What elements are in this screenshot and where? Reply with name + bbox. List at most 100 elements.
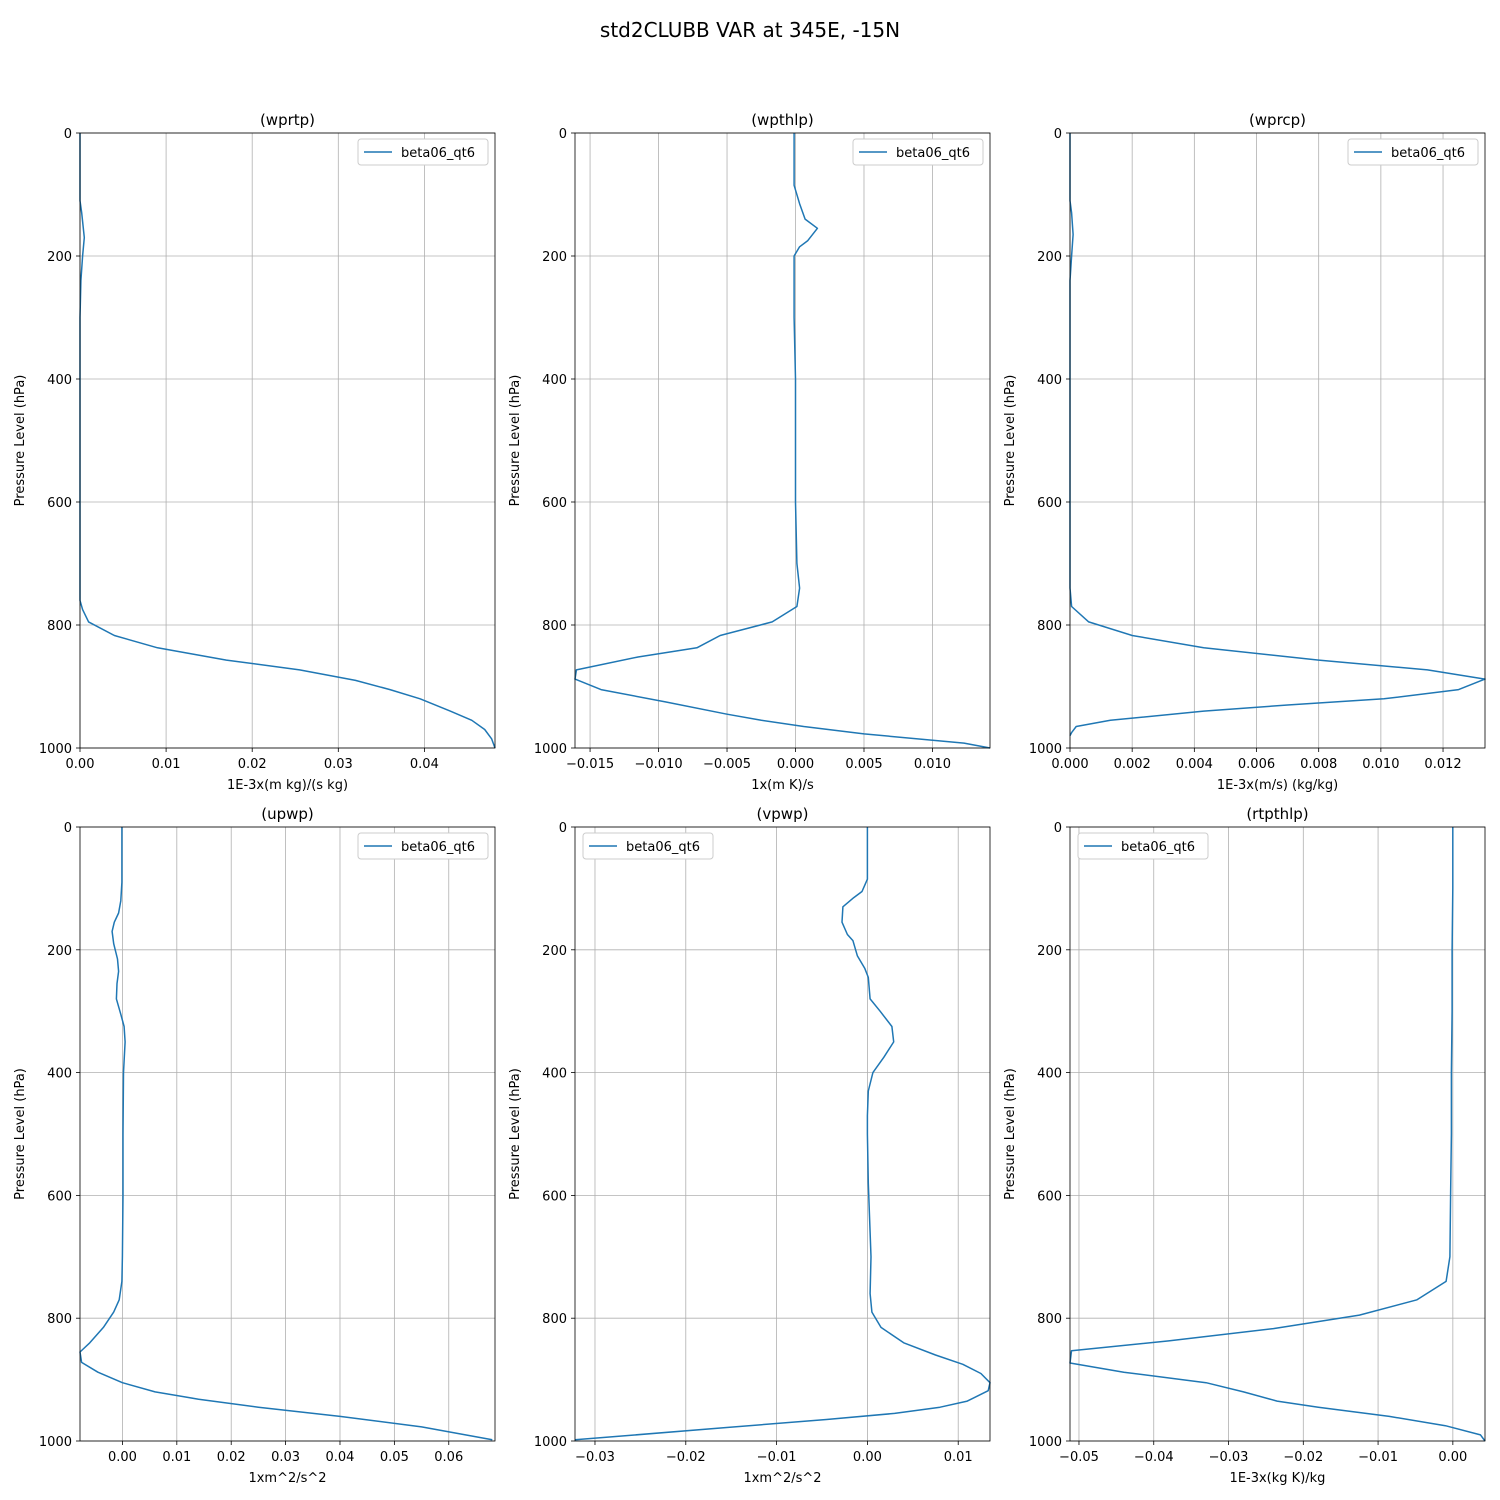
legend: beta06_qt6 — [357, 138, 489, 166]
y-tick-label: 1000 — [39, 1435, 72, 1450]
legend-label: beta06_qt6 — [401, 840, 475, 855]
figure-title: std2CLUBB VAR at 345E, -15N — [600, 18, 900, 42]
x-axis-label: 1E-3x(kg K)/kg — [1230, 1471, 1326, 1486]
panel-title: (wprcp) — [1249, 111, 1306, 129]
x-tick-label: 0.00 — [853, 1450, 882, 1465]
legend-frame — [582, 832, 714, 860]
y-tick-label: 200 — [47, 944, 72, 959]
x-tick-label: 0.002 — [1114, 757, 1151, 772]
legend-label: beta06_qt6 — [896, 146, 970, 161]
x-tick-label: 0.01 — [162, 1450, 191, 1465]
y-tick-label: 1000 — [1029, 742, 1062, 757]
y-tick-label: 400 — [47, 373, 72, 388]
x-tick-label: −0.005 — [703, 757, 751, 772]
y-tick-label: 0 — [64, 821, 72, 836]
series-line — [574, 133, 991, 749]
x-axis-label: 1E-3x(m/s) (kg/kg) — [1217, 778, 1338, 793]
x-tick-label: −0.02 — [666, 1450, 706, 1465]
x-tick-label: −0.02 — [1283, 1450, 1323, 1465]
y-axis-label: Pressure Level (hPa) — [13, 1068, 28, 1200]
panel-4: 0.00 0.01 0.02 0.03 0.04 0.05 0.06 0 200 400 600 80… — [13, 805, 496, 1486]
axes-frame — [79, 826, 496, 1442]
panel-title: (wpthlp) — [751, 111, 814, 129]
series-line — [79, 827, 493, 1441]
x-tick-label: 0.008 — [1300, 757, 1337, 772]
x-tick-label: 0.01 — [944, 1450, 973, 1465]
y-tick-label: 600 — [542, 1189, 567, 1204]
x-tick-label: 0.000 — [777, 757, 814, 772]
x-tick-label: −0.03 — [575, 1450, 615, 1465]
y-tick-label: 1000 — [39, 742, 72, 757]
legend-frame — [1077, 832, 1209, 860]
panel-1: 0.00 0.01 0.02 0.03 0.04 0 200 400 600 800 1000 (wp… — [13, 111, 496, 793]
x-tick-label: 0.04 — [410, 757, 439, 772]
panel-title: (wprtp) — [260, 111, 315, 129]
x-tick-label: 0.006 — [1238, 757, 1275, 772]
panels: 0.00 0.01 0.02 0.03 0.04 0 200 400 600 800 1000 (wp… — [13, 111, 1486, 1486]
x-tick-label: 0.00 — [108, 1450, 137, 1465]
x-tick-label: −0.04 — [1134, 1450, 1174, 1465]
y-tick-label: 600 — [47, 496, 72, 511]
y-axis-label: Pressure Level (hPa) — [508, 1068, 523, 1200]
x-axis-label: 1E-3x(m kg)/(s kg) — [227, 778, 348, 793]
x-tick-label: 0.02 — [238, 757, 267, 772]
y-tick-label: 200 — [1037, 250, 1062, 265]
y-tick-label: 600 — [1037, 1189, 1062, 1204]
axes-frame — [574, 826, 991, 1442]
legend: beta06_qt6 — [582, 832, 714, 860]
axes-frame — [79, 132, 496, 749]
legend-label: beta06_qt6 — [401, 146, 475, 161]
x-tick-label: 0.04 — [326, 1450, 355, 1465]
axes-frame — [1069, 826, 1486, 1442]
y-tick-label: 400 — [542, 373, 567, 388]
series-line — [1069, 133, 1486, 737]
y-tick-label: 800 — [1037, 619, 1062, 634]
legend: beta06_qt6 — [1077, 832, 1209, 860]
y-tick-label: 1000 — [1029, 1435, 1062, 1450]
legend-frame — [357, 832, 489, 860]
series-line — [574, 827, 991, 1441]
y-tick-label: 0 — [64, 127, 72, 142]
y-tick-label: 600 — [47, 1189, 72, 1204]
y-axis-label: Pressure Level (hPa) — [13, 375, 28, 507]
y-tick-label: 200 — [1037, 944, 1062, 959]
legend-frame — [1347, 138, 1479, 166]
legend-label: beta06_qt6 — [1391, 146, 1465, 161]
y-tick-label: 0 — [1054, 821, 1062, 836]
y-axis-label: Pressure Level (hPa) — [508, 375, 523, 507]
panel-6: −0.05 −0.04 −0.03 −0.02 −0.01 0.00 0 200 400 600 8… — [1003, 805, 1486, 1486]
x-tick-label: 0.00 — [1438, 1450, 1467, 1465]
y-tick-label: 1000 — [534, 742, 567, 757]
legend-frame — [357, 138, 489, 166]
x-tick-label: 0.01 — [152, 757, 181, 772]
panel-5: −0.03 −0.02 −0.01 0.00 0.01 0 200 400 600 800 1000… — [508, 805, 991, 1486]
x-tick-label: 0.012 — [1424, 757, 1461, 772]
x-tick-label: 0.06 — [434, 1450, 463, 1465]
panel-title: (vpwp) — [757, 805, 809, 823]
legend-label: beta06_qt6 — [1121, 840, 1195, 855]
x-tick-label: 0.004 — [1176, 757, 1213, 772]
x-tick-label: −0.01 — [1358, 1450, 1398, 1465]
y-tick-label: 200 — [542, 944, 567, 959]
x-tick-label: 0.010 — [914, 757, 951, 772]
y-tick-label: 400 — [1037, 1067, 1062, 1082]
axes-frame — [574, 132, 991, 749]
x-axis-label: 1x(m K)/s — [751, 778, 814, 793]
series-line — [1069, 827, 1486, 1442]
x-tick-label: 0.03 — [271, 1450, 300, 1465]
y-tick-label: 600 — [1037, 496, 1062, 511]
legend-frame — [852, 138, 984, 166]
y-tick-label: 800 — [1037, 1312, 1062, 1327]
y-tick-label: 200 — [47, 250, 72, 265]
y-tick-label: 400 — [47, 1067, 72, 1082]
x-tick-label: 0.02 — [217, 1450, 246, 1465]
x-tick-label: 0.010 — [1362, 757, 1399, 772]
y-tick-label: 1000 — [534, 1435, 567, 1450]
y-tick-label: 800 — [47, 619, 72, 634]
legend-label: beta06_qt6 — [626, 840, 700, 855]
y-axis-label: Pressure Level (hPa) — [1003, 375, 1018, 507]
panel-3: 0.000 0.002 0.004 0.006 0.008 0.010 0.012 0 200 4… — [1003, 111, 1486, 793]
x-tick-label: −0.01 — [757, 1450, 797, 1465]
x-tick-label: 0.03 — [324, 757, 353, 772]
